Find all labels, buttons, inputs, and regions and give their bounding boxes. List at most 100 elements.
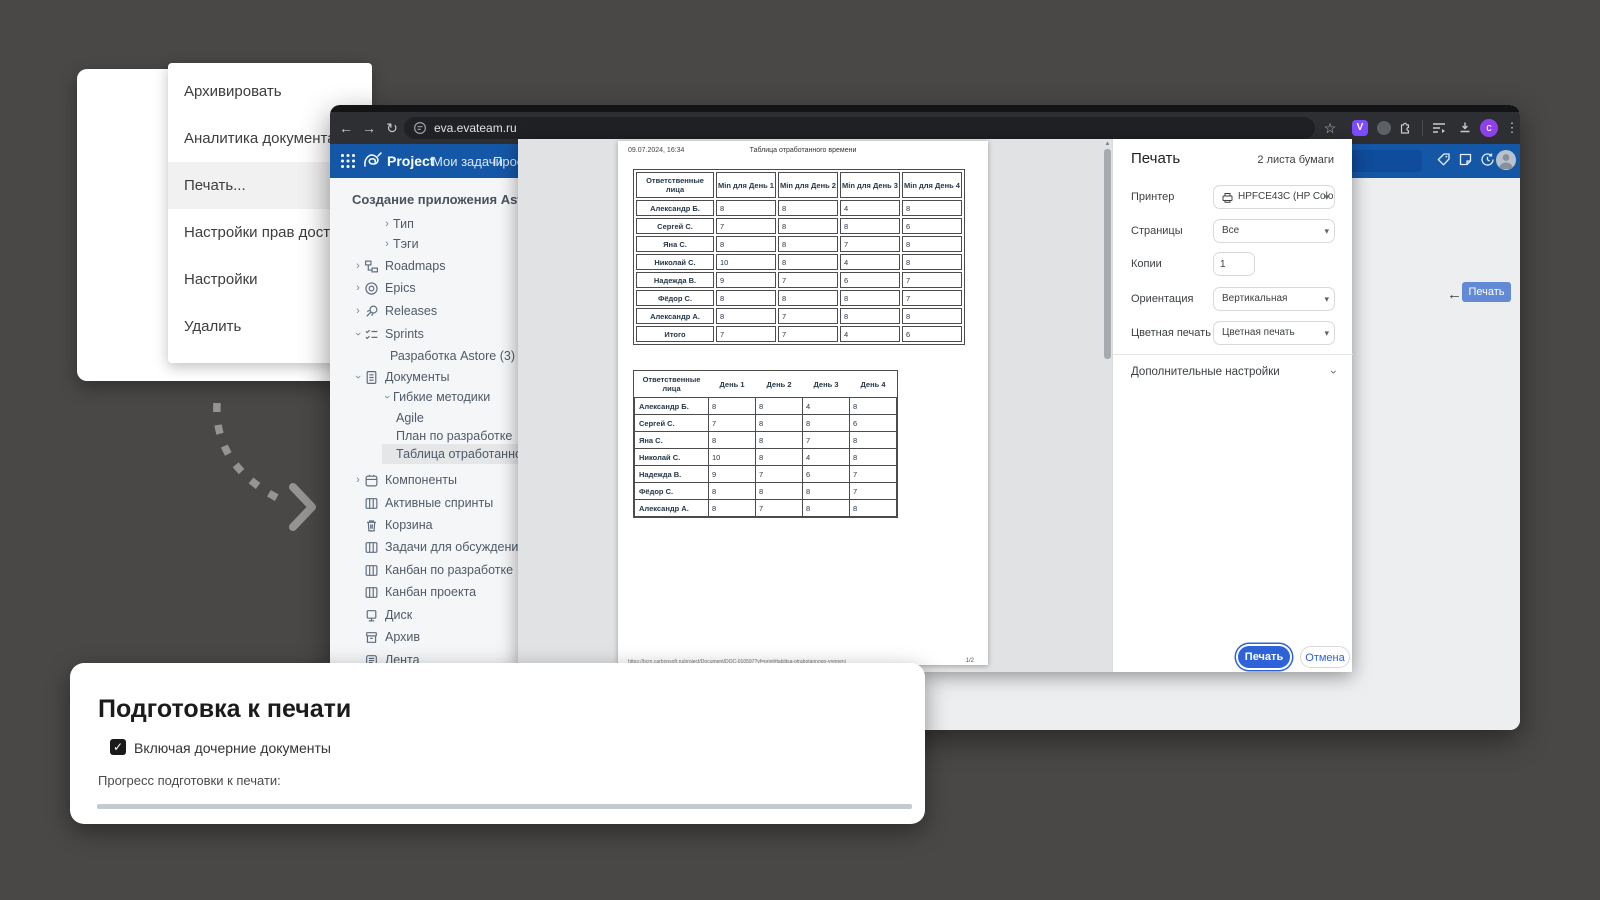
print-preview-area: ▴ 09.07.2024, 16:34 Таблица отработанног… [518,139,1112,672]
menu-item-settings[interactable]: Настройки [184,271,258,288]
back-arrow-icon[interactable]: ← [1447,286,1462,303]
sidebar-item-dev-kanban[interactable]: Канбан по разработке [330,560,518,580]
sidebar-item-components[interactable]: › Компоненты [330,470,518,490]
forward-icon[interactable]: → [362,120,376,136]
chevron-right-icon[interactable]: › [356,474,360,486]
table-row: Николай С. 10 8 4 8 [636,254,962,270]
user-avatar[interactable] [1496,150,1516,170]
table-row: Александр А. 8 7 8 8 [634,499,897,517]
extension-v-icon[interactable]: V [1352,120,1368,136]
preview-scrollbar[interactable] [1104,149,1111,359]
chevron-right-icon[interactable]: › [356,305,360,317]
sidebar-item-agile[interactable]: Agile [396,411,424,425]
project-title: Создание приложения Astore [352,192,542,207]
sidebar-item-discussion-tasks[interactable]: Задачи для обсуждения [330,537,518,557]
reading-list-icon[interactable] [1432,122,1446,134]
printer-icon [1222,193,1233,203]
col-header: День 3 [802,371,850,398]
print-footer-url: https://bcm.carbonsoft.ru/project/Docume… [628,659,846,665]
download-icon[interactable] [1458,121,1472,135]
brand-project[interactable]: Project [387,153,435,169]
tag-icon[interactable] [1436,152,1451,167]
site-info-icon[interactable] [413,121,427,135]
sidebar-item-sprints[interactable]: › Sprints [351,327,424,341]
more-settings[interactable]: Дополнительные настройки [1131,366,1280,378]
chevron-right-icon[interactable]: › [356,260,360,272]
app-print-button[interactable]: Печать [1462,282,1511,302]
url-text: eva.evateam.ru [434,121,517,135]
avatar-person-icon [1499,154,1513,169]
sidebar-item-trash[interactable]: Корзина [330,515,518,535]
sidebar-item-project-kanban[interactable]: Канбан проекта [330,582,518,602]
browser-toolbar: ← → ↻ eva.evateam.ru ☆ V [330,112,1520,144]
prepare-print-dialog: Подготовка к печати ✓ Включая дочерние д… [70,663,925,824]
sidebar-item-timesheet-selected[interactable]: Таблица отработанного времени [382,444,532,464]
print-confirm-button[interactable]: Печать [1238,646,1290,668]
sidebar-item-disk[interactable]: Диск [330,605,518,625]
note-icon[interactable] [1458,152,1473,167]
archive-icon [366,631,377,643]
epics-icon [365,281,378,295]
sidebar-item-sprint-razrabotka[interactable]: Разработка Astore (3) [390,349,515,363]
back-icon[interactable]: ← [339,120,353,136]
menu-item-delete[interactable]: Удалить [184,318,242,335]
menu-item-permissions[interactable]: Настройки прав доступа [184,224,355,241]
reload-icon[interactable]: ↻ [386,120,398,136]
evateam-logo[interactable] [362,150,384,170]
chevron-down-icon[interactable]: › [1327,370,1341,374]
scroll-up-icon[interactable]: ▴ [1105,140,1110,147]
chevron-down-icon[interactable]: › [380,395,393,399]
printer-select[interactable]: HPFCE43C (HP Color La ▾ [1213,185,1335,209]
print-header-title: Таблица отработанного времени [749,147,857,154]
sidebar-item-active-sprints[interactable]: Активные спринты [330,493,518,513]
include-children-checkbox[interactable]: ✓ [110,739,126,755]
sheets-summary: 2 листа бумаги [1257,154,1334,166]
chevron-down-icon[interactable]: › [351,375,364,379]
progress-label: Прогресс подготовки к печати: [98,773,281,788]
pages-select[interactable]: Все ▾ [1213,219,1335,243]
chevron-right-icon[interactable]: › [385,218,389,230]
profile-globe-icon[interactable] [1377,121,1391,135]
sidebar-item-archive[interactable]: Архив [330,627,518,647]
nav-my-tasks[interactable]: Мои задачи [432,154,503,169]
color-select[interactable]: Цветная печать ▾ [1213,321,1335,345]
chevron-right-icon[interactable]: › [385,238,389,250]
copies-input[interactable] [1213,252,1255,276]
timesheet-table-min: Ответственные лица Min для День 1 Min дл… [633,169,965,345]
progress-bar [97,804,912,809]
chevron-down-icon: ▾ [1324,226,1329,236]
print-settings-panel: Печать 2 листа бумаги Принтер HPFCE43C (… [1112,139,1353,672]
table-row: Николай С. 10 8 4 8 [634,448,897,466]
trash-icon [367,519,376,531]
roadmap-icon [365,260,378,272]
timesheet-table-days: Ответственные лица День 1 День 2 День 3 … [633,370,898,518]
menu-item-archive[interactable]: Архивировать [184,83,282,100]
sidebar-item-epics[interactable]: › Epics [330,278,518,298]
extensions-puzzle-icon[interactable] [1398,121,1412,135]
chevron-right-icon[interactable]: › [356,282,360,294]
print-cancel-button[interactable]: Отмена [1300,646,1350,668]
orientation-select[interactable]: Вертикальная ▾ [1213,287,1335,311]
menu-item-analytics[interactable]: Аналитика документа [184,130,336,147]
kebab-menu-icon[interactable]: ⋮ [1505,120,1519,135]
col-header: День 4 [849,371,897,398]
browser-avatar[interactable]: c [1480,119,1498,137]
sidebar-item-releases[interactable]: › Releases [330,301,518,321]
sidebar-item-tags[interactable]: › Тэги [330,234,518,254]
bookmark-star-icon[interactable]: ☆ [1323,120,1337,136]
sidebar-item-agile-methods[interactable]: › Гибкие методики [380,390,491,404]
address-bar[interactable]: eva.evateam.ru [404,117,1315,139]
apps-grid-icon[interactable] [340,153,356,169]
chevron-down-icon[interactable]: › [351,332,364,336]
page-indicator: 1/2 [965,658,974,664]
sidebar-item-dev-plan[interactable]: План по разработке [396,429,513,443]
print-preview-page: 09.07.2024, 16:34 Таблица отработанного … [618,141,988,665]
sidebar-item-documents[interactable]: › Документы [351,370,450,384]
sidebar-item-type[interactable]: › Тип [330,214,518,234]
print-dialog-title: Печать [1131,150,1181,167]
history-icon[interactable] [1480,152,1495,167]
rocket-icon [366,305,378,317]
sidebar-item-roadmaps[interactable]: › Roadmaps [330,256,518,276]
col-header: Min для День 3 [840,172,900,198]
